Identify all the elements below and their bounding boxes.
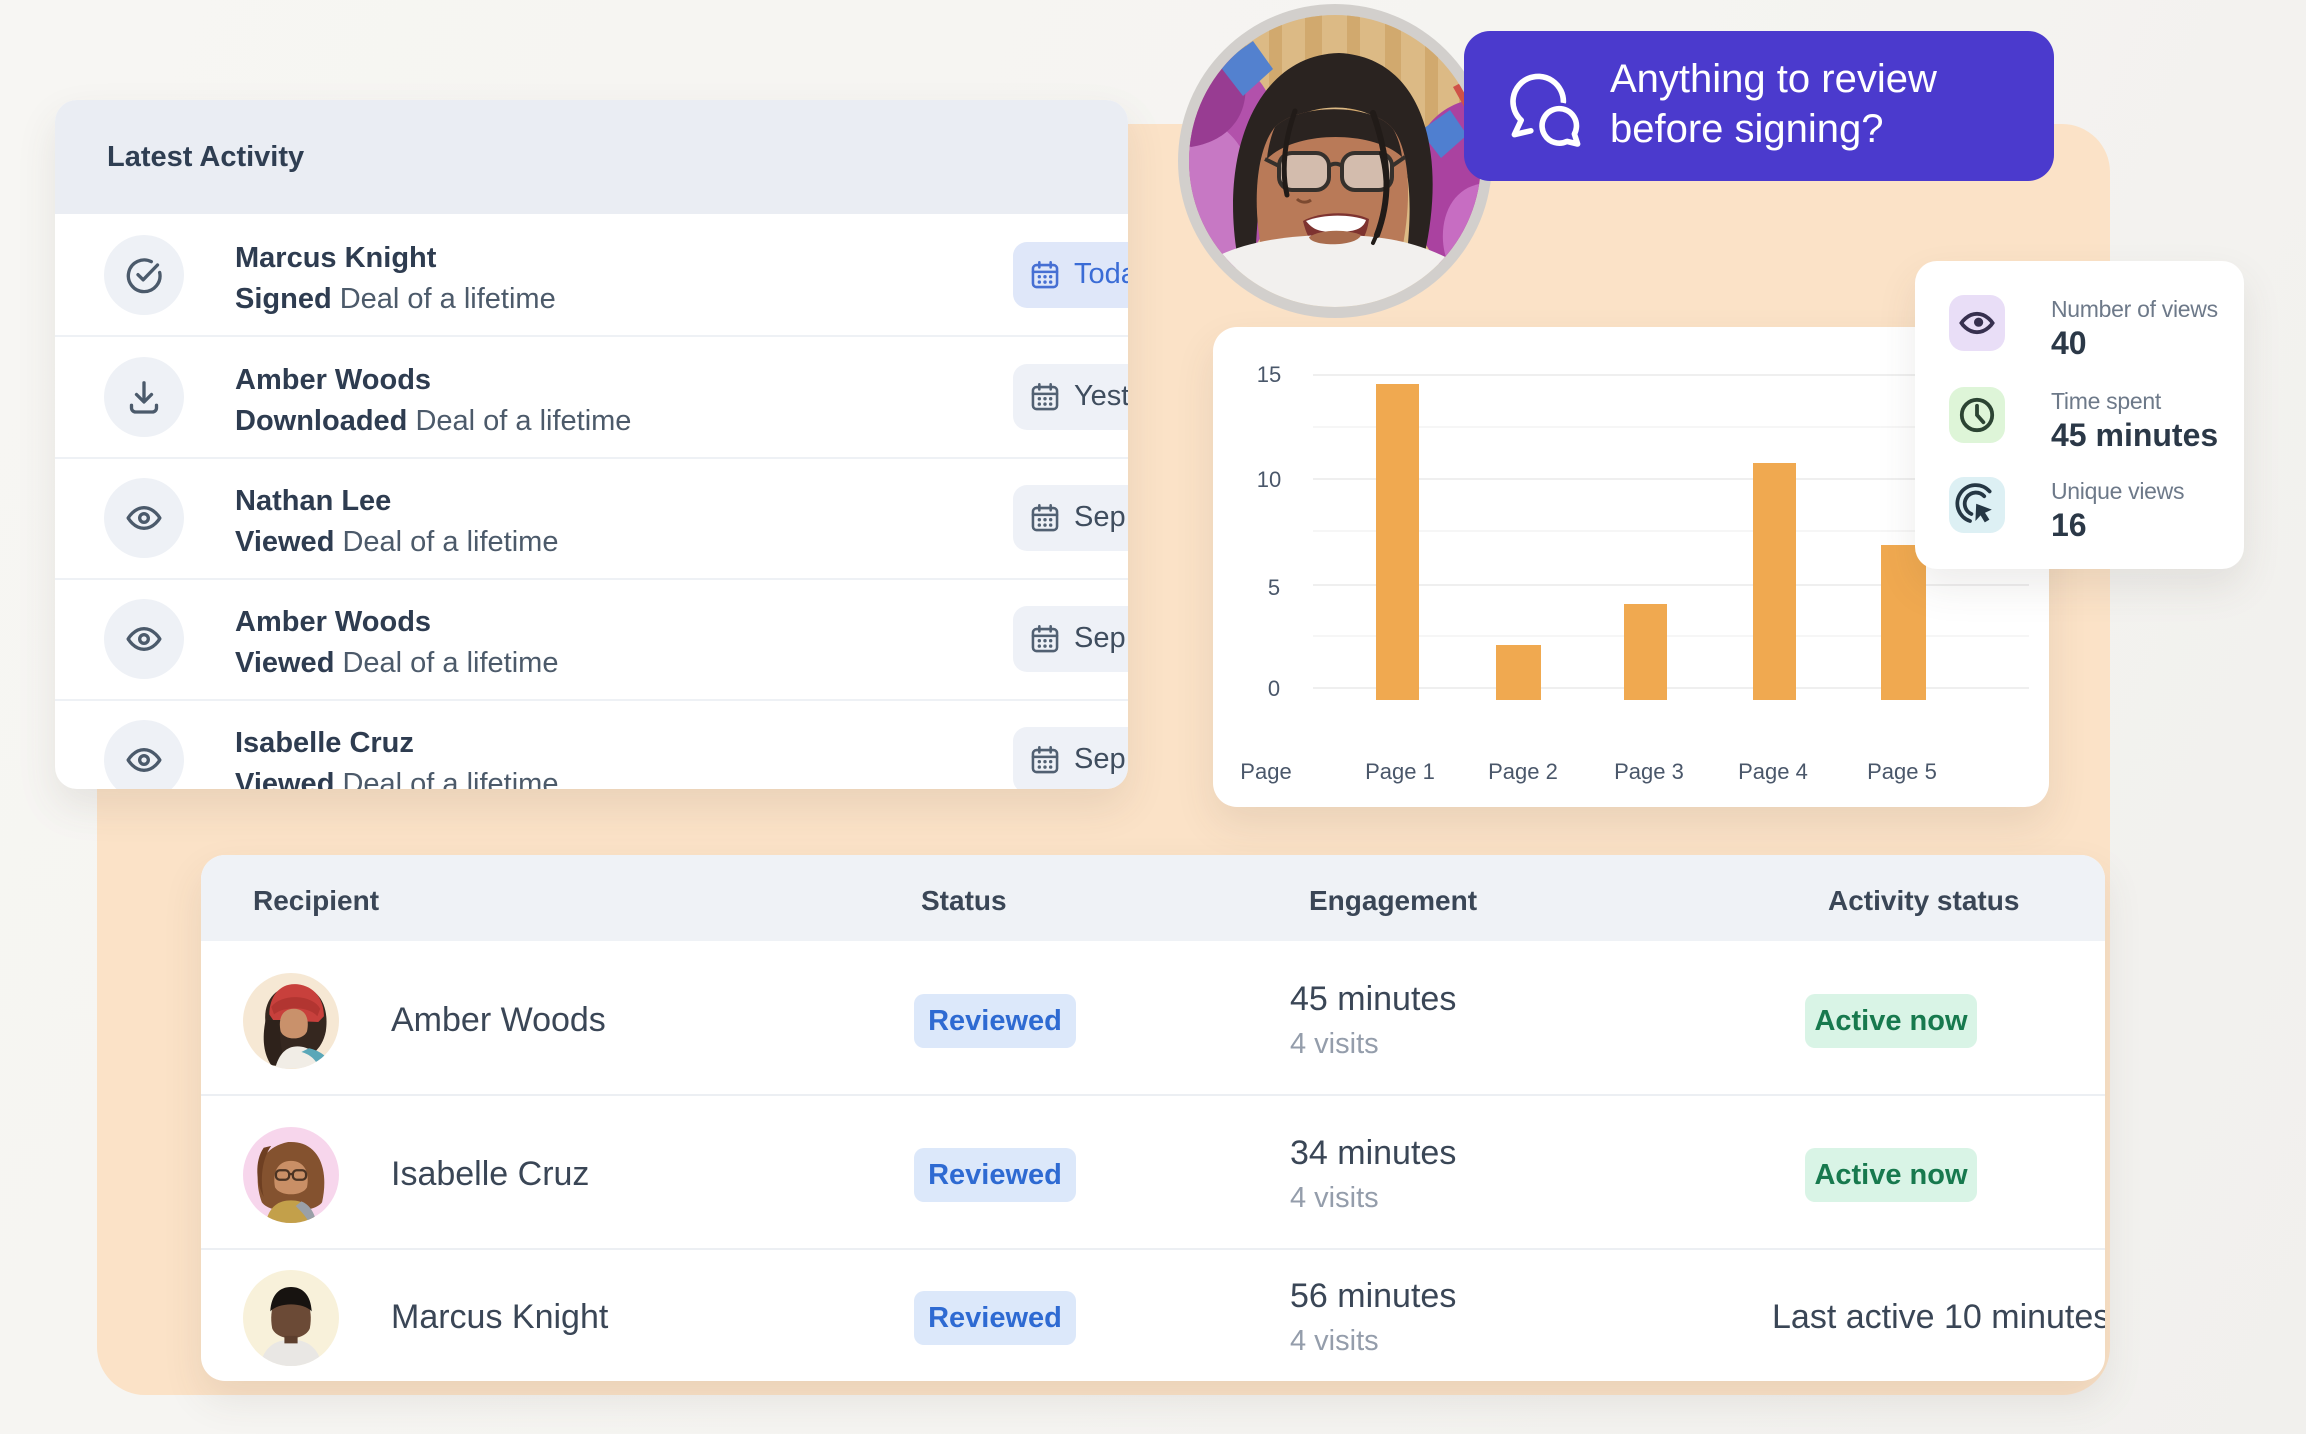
svg-text:Page: Page (1240, 759, 1291, 784)
svg-text:Page 3: Page 3 (1614, 759, 1684, 784)
svg-text:0: 0 (1268, 676, 1280, 701)
svg-text:5: 5 (1268, 575, 1280, 600)
svg-text:10: 10 (1257, 467, 1281, 492)
svg-text:Page 5: Page 5 (1867, 759, 1937, 784)
svg-text:Page 1: Page 1 (1365, 759, 1435, 784)
svg-text:15: 15 (1257, 362, 1281, 387)
svg-text:Page 2: Page 2 (1488, 759, 1558, 784)
svg-text:Page 4: Page 4 (1738, 759, 1808, 784)
